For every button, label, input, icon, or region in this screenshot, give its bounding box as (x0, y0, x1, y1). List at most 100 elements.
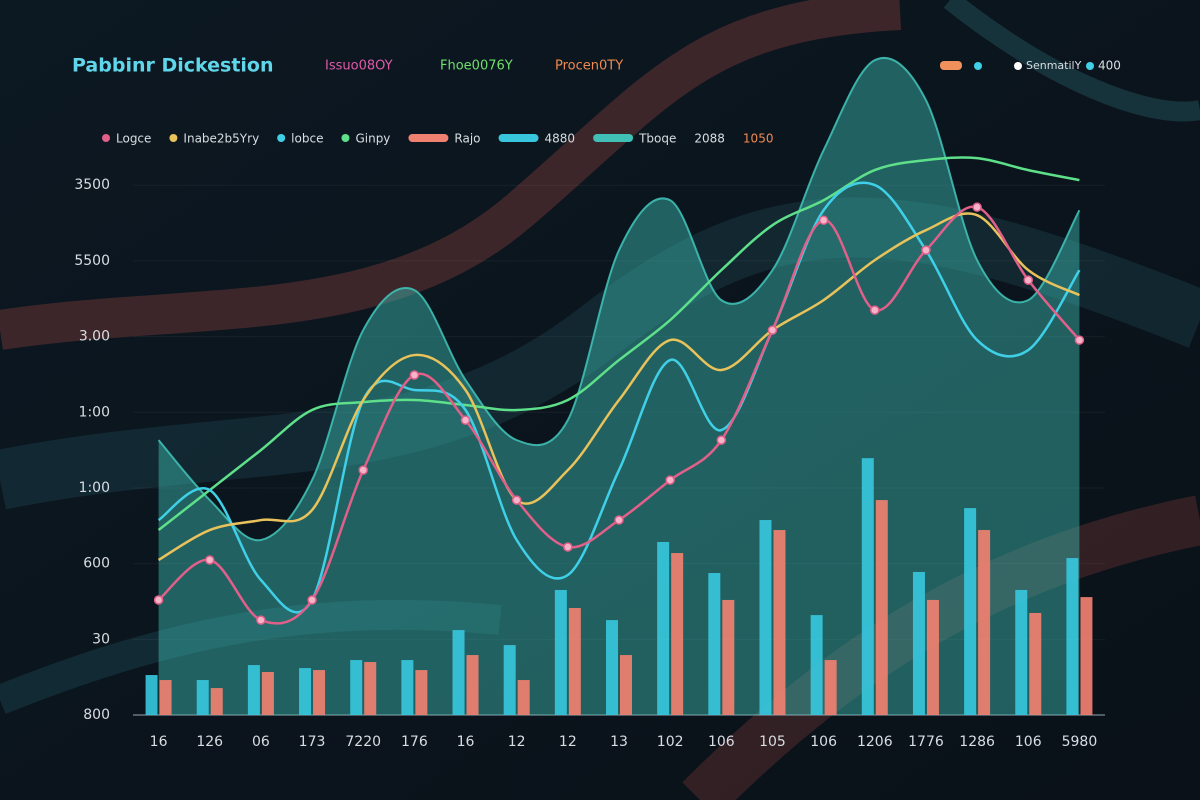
corner-label: 400 (1098, 59, 1121, 73)
y-tick-label: 5500 (74, 253, 110, 269)
area-edge (157, 57, 1081, 542)
point (358, 465, 368, 475)
bar (620, 655, 632, 715)
bar (364, 662, 377, 715)
y-tick-label: 800 (83, 707, 110, 723)
corner-swatch (940, 61, 962, 70)
bar (1029, 612, 1042, 715)
y-tick-label: 3500 (74, 177, 110, 193)
legend-label: Inabe2b5Yry (183, 132, 259, 146)
point (1023, 275, 1034, 285)
bar (350, 660, 363, 715)
legend-swatch (593, 134, 634, 142)
x-tick-label: 16 (457, 734, 475, 750)
x-tick-label: 7220 (345, 734, 381, 750)
annotation: 2088 (694, 132, 725, 146)
bar (196, 680, 209, 715)
y-tick-label: 3.00 (79, 329, 110, 345)
bar (926, 599, 939, 715)
bar (452, 630, 465, 715)
subtitle: Issuo08OY (325, 59, 393, 74)
point (716, 435, 727, 445)
legend-label: Ginpy (355, 132, 390, 146)
line (157, 212, 1080, 562)
bar (503, 645, 516, 715)
point (460, 415, 471, 425)
x-tick-label: 5980 (1062, 734, 1098, 750)
legend-swatch (498, 134, 539, 142)
point (256, 615, 266, 625)
line (157, 205, 1081, 625)
bar (606, 620, 618, 715)
legend-swatch (277, 134, 286, 142)
bar (1015, 589, 1028, 715)
corner-dot (1014, 62, 1022, 70)
point (870, 305, 880, 315)
point (511, 495, 522, 505)
bar (759, 520, 772, 715)
bar (964, 508, 977, 715)
y-tick-label: 600 (83, 556, 110, 572)
bar (1066, 558, 1079, 715)
bar (554, 589, 567, 715)
x-tick-label: 176 (401, 734, 428, 750)
point (204, 555, 215, 565)
bar (722, 599, 735, 715)
x-tick-label: 102 (657, 734, 684, 750)
x-tick-label: 12 (559, 734, 577, 750)
bar (415, 670, 428, 715)
legend-label: Tboqe (638, 132, 676, 146)
legend-swatch (341, 134, 350, 142)
point (818, 215, 829, 225)
y-tick-label: 30 (92, 631, 110, 647)
bar (912, 571, 925, 715)
bar (861, 458, 874, 715)
bar (466, 655, 479, 715)
bar (299, 668, 312, 715)
legend-label: lobce (291, 132, 323, 146)
x-tick-label: 1206 (857, 734, 893, 750)
point (921, 245, 931, 255)
x-tick-label: 1286 (959, 734, 995, 750)
x-tick-label: 106 (708, 734, 735, 750)
corner-dot (1086, 62, 1094, 70)
x-tick-label: 106 (1015, 734, 1042, 750)
x-tick-label: 106 (810, 734, 837, 750)
legend-swatch (102, 134, 110, 142)
bar (401, 660, 414, 715)
bar (671, 553, 684, 715)
point (563, 542, 573, 552)
point (767, 325, 778, 335)
bar (145, 675, 158, 715)
legend-label: Rajo (454, 132, 480, 146)
bar (261, 672, 274, 715)
bar (810, 615, 823, 715)
bar (978, 530, 991, 715)
bar (313, 670, 326, 715)
area (158, 57, 1080, 716)
corner-label: SenmatilY (1026, 59, 1082, 72)
legend-swatch (169, 134, 178, 142)
bar (247, 665, 260, 715)
x-tick-label: 06 (252, 734, 270, 750)
x-tick-label: 1776 (908, 734, 944, 750)
bar (1080, 597, 1093, 715)
bar (210, 688, 223, 715)
x-tick-label: 16 (150, 734, 168, 750)
subtitle: Procen0TY (555, 59, 623, 74)
chart-title: Pabbinr Dickestion (72, 55, 274, 77)
bar (824, 660, 837, 715)
point (972, 202, 982, 212)
x-tick-label: 173 (299, 734, 326, 750)
bar (657, 541, 670, 715)
bar (875, 500, 888, 715)
bar (773, 530, 786, 715)
bar (708, 573, 721, 715)
point (409, 370, 420, 380)
y-tick-label: 1:00 (79, 404, 110, 420)
x-tick-label: 126 (196, 734, 223, 750)
bar (568, 607, 581, 715)
point (665, 475, 675, 485)
